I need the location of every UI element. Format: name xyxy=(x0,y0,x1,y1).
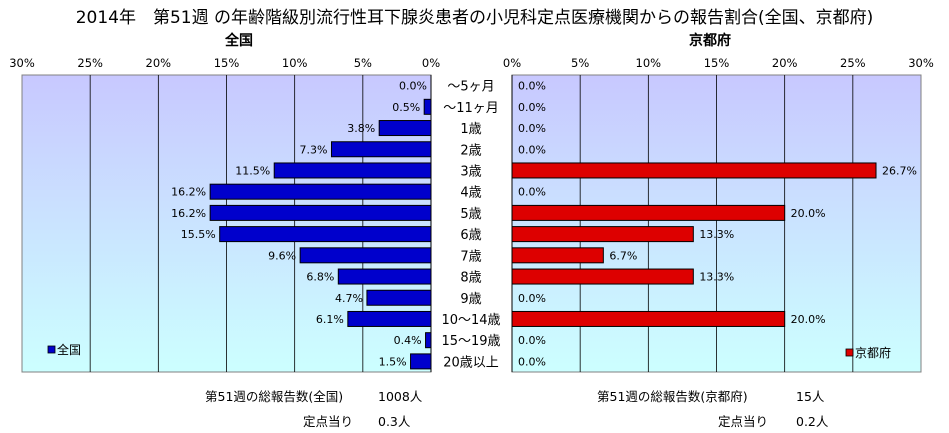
kyoto-value-label: 20.0% xyxy=(791,207,826,220)
national-value-label: 9.6% xyxy=(268,249,296,262)
national-value-label: 3.8% xyxy=(347,122,375,135)
national-bar xyxy=(378,120,432,137)
national-x-tick-label: 15% xyxy=(214,56,240,70)
kyoto-panel-title: 京都府 xyxy=(689,33,731,49)
national-x-tick-label: 10% xyxy=(282,56,308,70)
national-value-label: 0.5% xyxy=(392,101,420,114)
national-bar xyxy=(410,353,432,370)
category-label: 10〜14歳 xyxy=(441,313,500,328)
category-label: 9歳 xyxy=(460,292,481,307)
kyoto-value-label: 0.0% xyxy=(518,80,546,93)
kyoto-x-tick-label: 0% xyxy=(503,56,521,70)
category-label: 〜11ヶ月 xyxy=(443,101,499,116)
national-bar xyxy=(425,332,432,349)
kyoto-legend-label: 京都府 xyxy=(855,345,891,360)
national-bar xyxy=(330,141,432,158)
kyoto-x-tick-label: 30% xyxy=(908,56,934,70)
national-bar xyxy=(209,204,432,221)
kyoto-legend-swatch xyxy=(845,348,854,357)
national-bar xyxy=(209,183,432,200)
kyoto-x-tick-label: 25% xyxy=(840,56,866,70)
national-value-label: 11.5% xyxy=(235,164,270,177)
category-label: 1歳 xyxy=(460,122,481,137)
category-label: 6歳 xyxy=(460,228,481,243)
kyoto-bar xyxy=(511,226,694,243)
kyoto-per-value: 0.2人 xyxy=(796,414,829,429)
national-bar xyxy=(219,226,432,243)
national-x-tick-label: 0% xyxy=(422,56,440,70)
national-value-label: 16.2% xyxy=(171,186,206,199)
national-bar xyxy=(366,289,432,306)
kyoto-bar xyxy=(511,247,604,264)
chart-title: 2014年 第51週 の年齢階級別流行性耳下腺炎患者の小児科定点医療機関からの報… xyxy=(75,8,874,28)
national-value-label: 7.3% xyxy=(300,143,328,156)
national-per-label: 定点当り xyxy=(303,414,354,429)
category-label: 3歳 xyxy=(460,164,481,179)
kyoto-total-label: 第51週の総報告数(京都府) xyxy=(597,389,748,404)
national-panel-title: 全国 xyxy=(225,33,253,49)
category-label: 〜5ヶ月 xyxy=(447,80,494,95)
kyoto-value-label: 0.0% xyxy=(518,101,546,114)
national-x-tick-label: 30% xyxy=(9,56,35,70)
national-x-tick-label: 20% xyxy=(146,56,172,70)
national-value-label: 6.8% xyxy=(306,271,334,284)
national-bar xyxy=(299,247,432,264)
national-legend-swatch xyxy=(47,345,56,354)
national-value-label: 6.1% xyxy=(316,313,344,326)
kyoto-value-label: 13.3% xyxy=(699,228,734,241)
national-value-label: 0.0% xyxy=(399,80,427,93)
kyoto-value-label: 6.7% xyxy=(609,249,637,262)
national-legend-label: 全国 xyxy=(57,342,81,357)
category-label: 4歳 xyxy=(460,186,481,201)
national-x-tick-label: 25% xyxy=(77,56,103,70)
kyoto-value-label: 0.0% xyxy=(518,122,546,135)
kyoto-value-label: 0.0% xyxy=(518,355,546,368)
kyoto-x-tick-label: 20% xyxy=(772,56,798,70)
kyoto-value-label: 20.0% xyxy=(791,313,826,326)
national-value-label: 15.5% xyxy=(181,228,216,241)
national-bar xyxy=(337,268,432,285)
national-value-label: 16.2% xyxy=(171,207,206,220)
kyoto-total-value: 15人 xyxy=(796,389,825,404)
kyoto-value-label: 13.3% xyxy=(699,271,734,284)
kyoto-value-label: 26.7% xyxy=(882,164,917,177)
kyoto-per-label: 定点当り xyxy=(718,414,769,429)
category-label: 8歳 xyxy=(460,271,481,286)
kyoto-value-label: 0.0% xyxy=(518,334,546,347)
national-bar xyxy=(423,98,432,115)
national-value-label: 1.5% xyxy=(379,355,407,368)
national-total-value: 1008人 xyxy=(378,389,423,404)
kyoto-bar xyxy=(511,162,877,179)
category-label: 2歳 xyxy=(460,143,481,158)
kyoto-bar xyxy=(511,204,786,221)
category-label: 5歳 xyxy=(460,207,481,222)
kyoto-value-label: 0.0% xyxy=(518,292,546,305)
national-total-label: 第51週の総報告数(全国) xyxy=(205,389,344,404)
category-label: 20歳以上 xyxy=(443,355,499,370)
kyoto-x-tick-label: 5% xyxy=(571,56,589,70)
national-x-tick-label: 5% xyxy=(354,56,372,70)
category-label: 7歳 xyxy=(460,249,481,264)
national-value-label: 4.7% xyxy=(335,292,363,305)
kyoto-x-tick-label: 15% xyxy=(704,56,730,70)
national-bar xyxy=(273,162,432,179)
kyoto-x-tick-label: 10% xyxy=(636,56,662,70)
national-bar xyxy=(347,310,432,327)
category-label: 15〜19歳 xyxy=(441,334,500,349)
kyoto-bar xyxy=(511,310,786,327)
national-per-value: 0.3人 xyxy=(378,414,411,429)
kyoto-bar xyxy=(511,268,694,285)
kyoto-value-label: 0.0% xyxy=(518,186,546,199)
national-value-label: 0.4% xyxy=(394,334,422,347)
kyoto-value-label: 0.0% xyxy=(518,143,546,156)
